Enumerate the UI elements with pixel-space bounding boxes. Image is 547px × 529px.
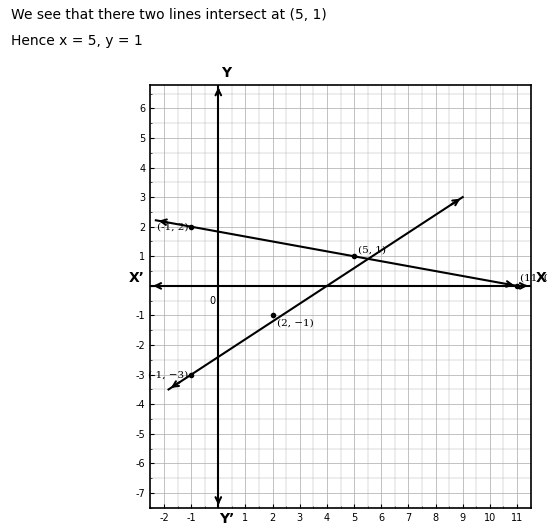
- Text: Y’: Y’: [219, 512, 234, 526]
- Text: (2, −1): (2, −1): [277, 318, 313, 327]
- Text: Hence x = 5, y = 1: Hence x = 5, y = 1: [11, 34, 143, 48]
- Text: X: X: [536, 271, 547, 286]
- Text: 0: 0: [209, 296, 215, 306]
- Text: (-1, 2): (-1, 2): [157, 222, 188, 231]
- Text: We see that there two lines intersect at (5, 1): We see that there two lines intersect at…: [11, 8, 327, 22]
- Text: (-1, −3): (-1, −3): [148, 370, 188, 379]
- Text: (11, 0): (11, 0): [520, 274, 547, 283]
- Text: X’: X’: [129, 271, 145, 286]
- Text: (5, 1): (5, 1): [358, 246, 386, 255]
- Text: Y: Y: [222, 66, 231, 80]
